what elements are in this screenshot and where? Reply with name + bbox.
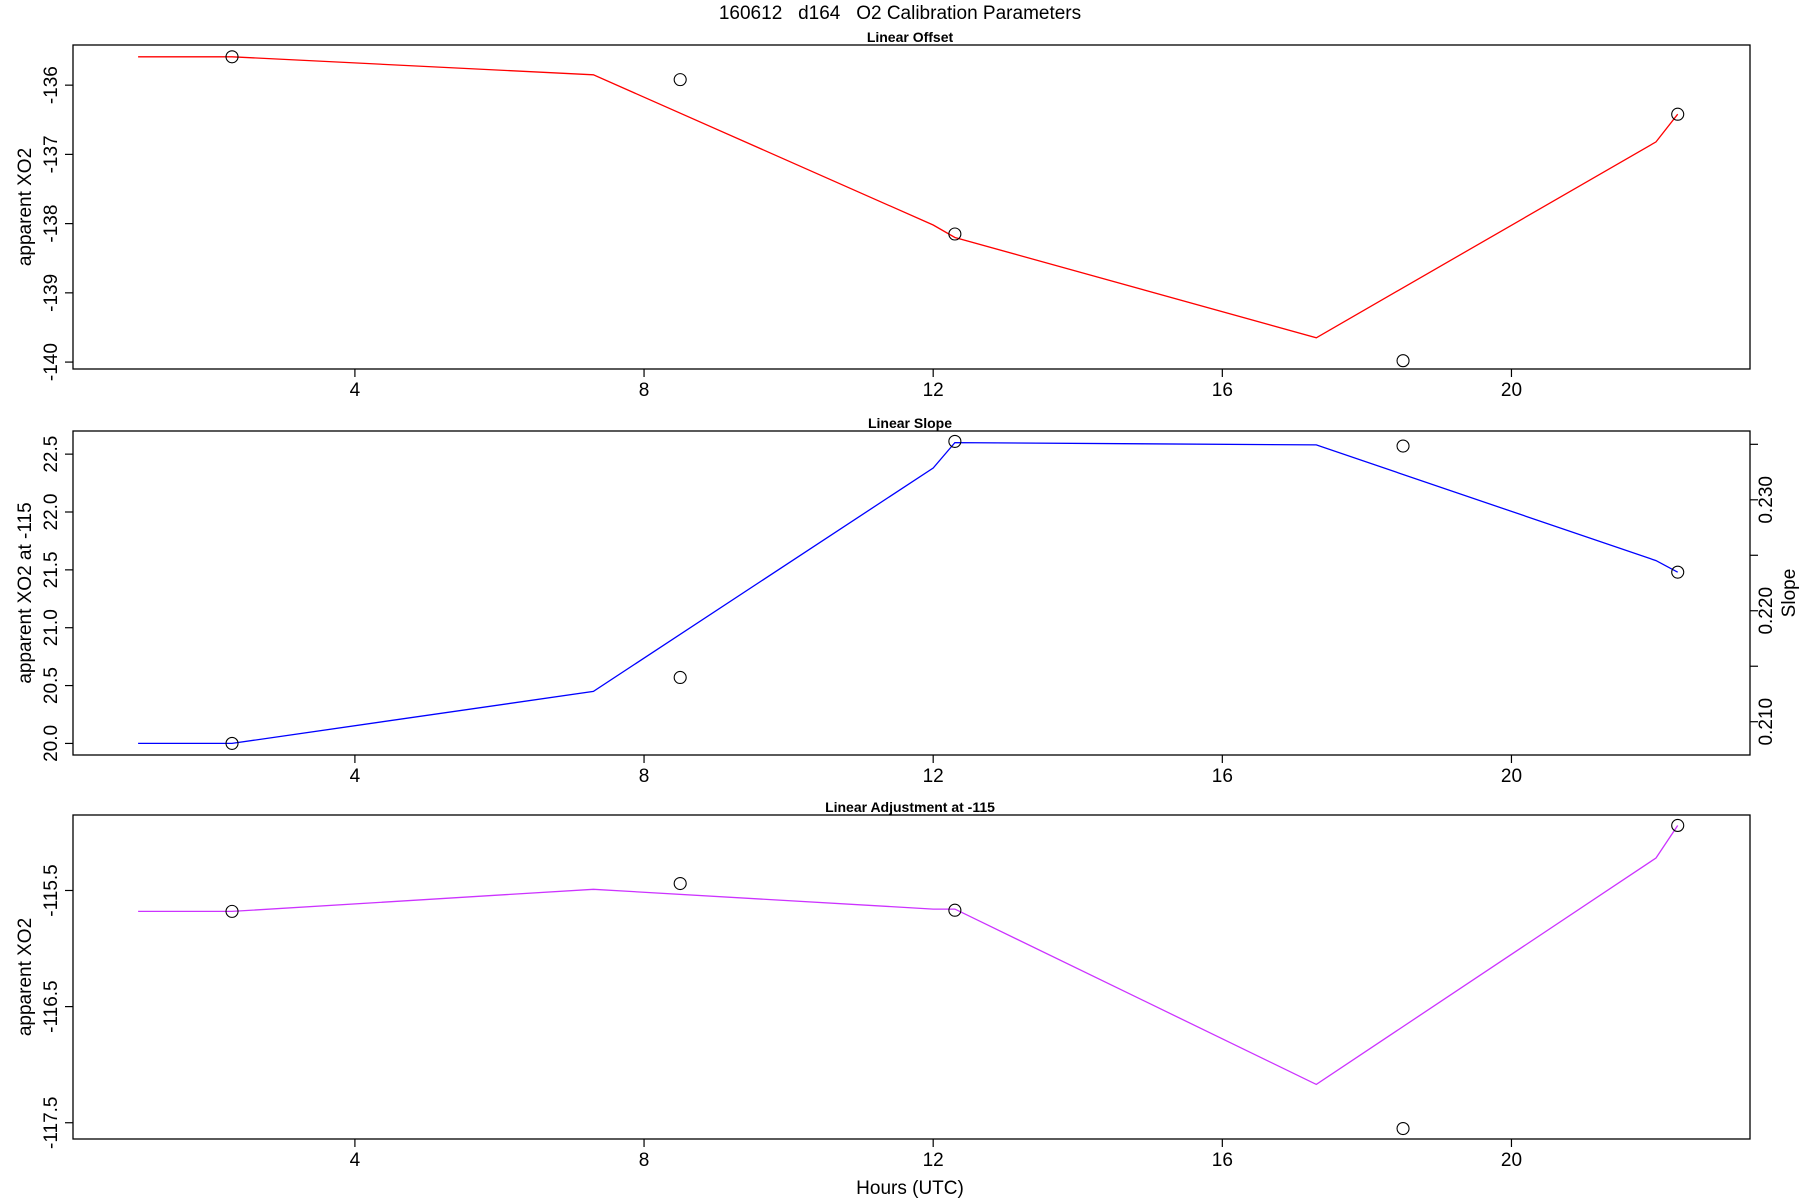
y2-tick-label: 0.210 <box>1756 698 1777 746</box>
data-point <box>1396 354 1410 368</box>
panel-title: Linear Adjustment at -115 <box>825 799 995 815</box>
y-tick-label: 22.5 <box>41 436 62 473</box>
x-axis-label: Hours (UTC) <box>856 1178 964 1199</box>
series-line <box>138 441 1679 745</box>
y-tick-label: 21.0 <box>41 609 62 646</box>
y-tick-label: 21.5 <box>41 551 62 588</box>
data-point <box>1396 1121 1410 1136</box>
figure-title: 160612 d164 O2 Calibration Parameters <box>719 3 1081 24</box>
series-line <box>138 56 1679 339</box>
y2-tick-label: 0.220 <box>1756 587 1777 635</box>
data-point <box>673 670 687 685</box>
y-tick-label: 20.0 <box>41 725 62 762</box>
data-point <box>948 227 962 241</box>
y-tick-label: -136 <box>41 66 62 104</box>
y2-tick-label: 0.230 <box>1756 476 1777 524</box>
y-tick-label: 20.5 <box>41 667 62 704</box>
y-tick-label: -140 <box>41 343 62 381</box>
x-tick-label: 16 <box>1212 380 1233 401</box>
data-point <box>225 736 239 750</box>
y-tick-label: -117.5 <box>41 1097 62 1149</box>
y-tick-label: -115.5 <box>41 864 62 916</box>
y-tick-label: -137 <box>41 135 62 173</box>
x-tick-label: 16 <box>1212 766 1233 787</box>
x-tick-label: 16 <box>1212 1150 1233 1171</box>
x-tick-label: 8 <box>639 380 650 401</box>
y-tick-label: -139 <box>41 274 62 312</box>
y2-axis-label: Slope <box>1779 569 1800 618</box>
x-tick-label: 12 <box>923 1150 944 1171</box>
series-line <box>138 825 1679 1086</box>
x-tick-label: 20 <box>1501 380 1522 401</box>
y-axis-label: apparent XO2 <box>15 148 36 266</box>
y-axis-label: apparent XO2 <box>15 918 36 1036</box>
panel-1: Linear Offset 4 8 12 16 20 -136 -137 -138 -139 -14… <box>15 29 1751 401</box>
x-tick-label: 4 <box>350 380 361 401</box>
plot-frame <box>72 44 1751 370</box>
x-tick-label: 20 <box>1501 766 1522 787</box>
data-point <box>1671 107 1685 121</box>
data-point <box>1396 439 1410 453</box>
x-tick-label: 4 <box>350 1150 361 1171</box>
x-tick-label: 8 <box>639 766 650 787</box>
data-point <box>673 876 687 891</box>
y-tick-label: 22.0 <box>41 494 62 531</box>
data-point <box>1671 818 1685 833</box>
x-tick-label: 12 <box>923 380 944 401</box>
x-tick-label: 20 <box>1501 1150 1522 1171</box>
data-point <box>225 904 239 918</box>
plot-frame <box>72 814 1751 1140</box>
y-axis-label: apparent XO2 at -115 <box>15 502 36 683</box>
plot-frame <box>72 430 1751 756</box>
x-tick-label: 8 <box>639 1150 650 1171</box>
x-tick-label: 4 <box>350 766 361 787</box>
x-tick-label: 12 <box>923 766 944 787</box>
data-point <box>673 73 687 87</box>
data-point <box>948 903 962 917</box>
y-tick-label: -138 <box>41 205 62 243</box>
data-point <box>225 50 239 64</box>
panel-2: Linear Slope 4 8 12 16 20 20.0 20.5 21.0 21.5 22.0… <box>15 415 1800 787</box>
panel-title: Linear Offset <box>867 29 954 45</box>
data-point <box>948 434 962 448</box>
data-point <box>1671 565 1685 579</box>
y-tick-label: -116.5 <box>41 980 62 1032</box>
panel-title: Linear Slope <box>868 415 952 431</box>
panel-3: Linear Adjustment at -115 4 8 12 16 20 -115.5 -… <box>15 799 1751 1171</box>
